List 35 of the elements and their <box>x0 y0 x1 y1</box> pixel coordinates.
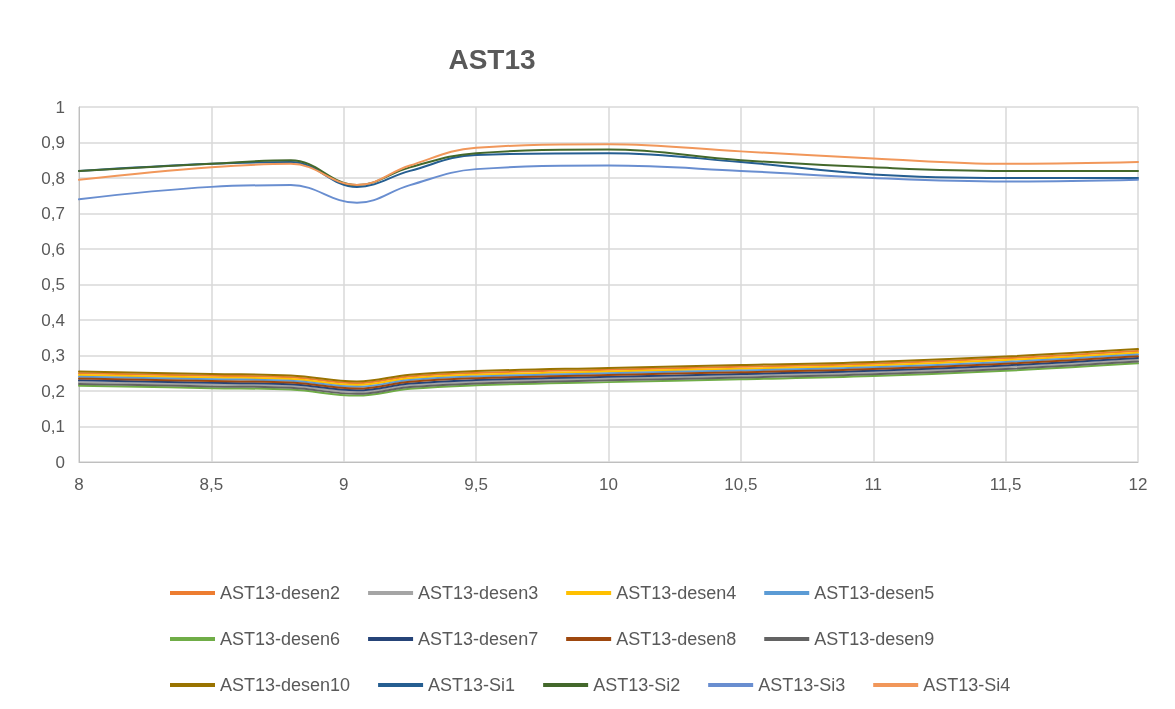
line-series <box>78 164 1139 204</box>
y-tick-label: 0,9 <box>41 133 65 152</box>
y-tick-label: 1 <box>55 97 65 117</box>
legend-label: AST13-desen2 <box>220 583 341 603</box>
x-tick-label: 11,5 <box>989 475 1022 494</box>
x-tick-label: 11 <box>864 475 883 494</box>
y-tick-label: 0,7 <box>41 204 65 223</box>
legend-label: AST13-desen5 <box>814 583 935 603</box>
x-tick-label: 10 <box>599 475 618 494</box>
y-tick-label: 0,2 <box>41 381 65 401</box>
legend-label: AST13-desen7 <box>418 629 539 649</box>
x-tick-label: 9,5 <box>464 475 488 494</box>
y-tick-label: 0,8 <box>41 168 65 188</box>
x-tick-label: 8,5 <box>199 475 224 494</box>
legend-label: AST13-desen3 <box>418 583 539 603</box>
legend-label: AST13-desen10 <box>220 675 351 695</box>
y-tick-label: 0,6 <box>41 239 65 259</box>
legend-label: AST13-Si4 <box>923 675 1011 695</box>
x-tick-label: 8 <box>74 475 84 494</box>
y-tick-label: 0 <box>55 452 65 472</box>
legend-label: AST13-desen4 <box>616 583 737 603</box>
y-tick-label: 0,3 <box>41 346 65 365</box>
x-tick-label: 10,5 <box>724 475 758 494</box>
legend-label: AST13-Si3 <box>758 675 846 695</box>
legend-label: AST13-desen9 <box>814 629 935 649</box>
legend-label: AST13-desen8 <box>616 629 737 649</box>
x-tick-label: 12 <box>1128 475 1148 494</box>
y-tick-label: 0,5 <box>41 275 65 294</box>
chart-title: AST13 <box>448 43 536 75</box>
legend-label: AST13-desen6 <box>220 629 341 649</box>
y-tick-label: 0,4 <box>41 310 65 330</box>
y-tick-label: 0,1 <box>41 417 65 436</box>
legend-label: AST13-Si2 <box>593 675 681 695</box>
legend-label: AST13-Si1 <box>428 675 516 695</box>
x-tick-label: 9 <box>339 475 349 494</box>
